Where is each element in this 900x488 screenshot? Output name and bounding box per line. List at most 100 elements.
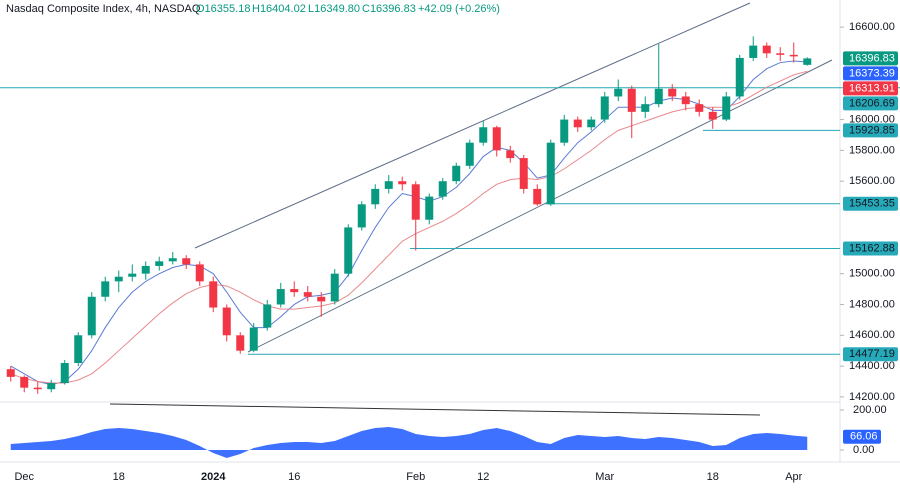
price-label: 16396.83 [849,52,895,64]
x-tick-label: Dec [14,471,34,483]
candle-body [668,88,677,97]
candle-body [114,276,123,282]
candle-body [641,104,650,112]
candle-body [735,57,744,97]
y-tick-label: 15800.00 [849,144,895,156]
candle-body [776,53,785,55]
x-tick-label: 18 [707,471,719,483]
plot-area [0,36,900,458]
price-label: 14477.19 [849,348,895,360]
candle-body [317,296,326,302]
candle-body [627,88,636,112]
candle-body [681,96,690,105]
candle-body [654,88,663,105]
candle-body [195,264,204,282]
price-label: 16373.39 [849,67,895,79]
candle-body [20,376,29,388]
candle-body [6,369,15,377]
price-label-bg [843,347,898,362]
oscillator-area [10,427,808,458]
price-label-bg [843,123,898,138]
candle-body [222,307,231,336]
candle-body [479,127,488,143]
candle-body [803,58,812,65]
channel-lower [247,59,833,353]
candle-body [74,335,83,364]
price-label-bg [843,66,898,81]
candle-body [290,289,299,293]
candle-body [506,150,515,159]
candle-body [722,96,731,120]
candle-body [411,184,420,220]
x-tick-label: 12 [477,471,489,483]
candle-body [600,96,609,120]
candle-body [101,281,110,297]
candle-body [465,142,474,166]
chart-title: Nasdaq Composite Index, 4h, NASDAQ [6,3,201,15]
candle-body [587,119,596,128]
y-tick-label: 14200.00 [849,391,895,403]
candle-body [357,204,366,228]
osc-tick-label: 200.00 [853,404,887,416]
candle-body [533,188,542,205]
price-label-bg [843,196,898,211]
candle-body [87,296,96,336]
y-tick-label: 15600.00 [849,175,895,187]
osc-tick-label: 0.00 [853,444,874,456]
candle-body [573,119,582,128]
candle-body [425,196,434,220]
quote-low: L16349.80 [308,3,360,15]
candle-body [614,88,623,97]
candle-body [33,387,42,390]
candle-body [276,289,285,305]
y-tick-label: 14600.00 [849,329,895,341]
candle-body [263,304,272,328]
y-tick-label: 14400.00 [849,360,895,372]
price-label: 15453.35 [849,198,895,210]
candle-body [519,158,528,189]
quote-change: +42.09 (+0.26%) [418,3,500,15]
candle-body [546,142,555,205]
price-label: 16313.91 [849,82,895,94]
x-tick-label: Feb [406,471,425,483]
candle-body [560,119,569,143]
moving-average [10,60,808,386]
candle-body [168,258,177,262]
x-tick-label: Mar [595,471,614,483]
price-label: 15162.88 [849,242,895,254]
candle-body [695,104,704,112]
candle-body [749,45,758,58]
candle-body [344,227,353,274]
candle-body [452,165,461,182]
candle-body [209,281,218,308]
candle-body [762,45,771,54]
candle-body [398,181,407,185]
price-label: 16206.69 [849,97,895,109]
candle-body [236,335,245,351]
moving-average [10,70,808,384]
candle-body [492,127,501,151]
price-label-bg [843,51,898,66]
candle-body [438,181,447,197]
candle-body [384,181,393,189]
candle-body [789,54,798,57]
x-tick-label: 2024 [201,471,226,483]
quote-close: C16396.83 [362,3,416,15]
channel-upper [194,2,751,249]
y-tick-label: 15000.00 [849,268,895,280]
candle-body [249,327,258,351]
y-tick-label: 16600.00 [849,21,895,33]
x-tick-label: Apr [785,471,802,483]
candle-body [141,265,150,274]
quote-high: H16404.02 [252,3,306,15]
y-tick-label: 16000.00 [849,113,895,125]
osc-label: 66.06 [850,431,878,443]
x-tick-label: 16 [288,471,300,483]
osc-label-bg [843,429,881,444]
candle-body [330,273,339,302]
candle-body [303,292,312,297]
oscillator-trendline [109,403,761,416]
price-label-bg [843,81,898,96]
